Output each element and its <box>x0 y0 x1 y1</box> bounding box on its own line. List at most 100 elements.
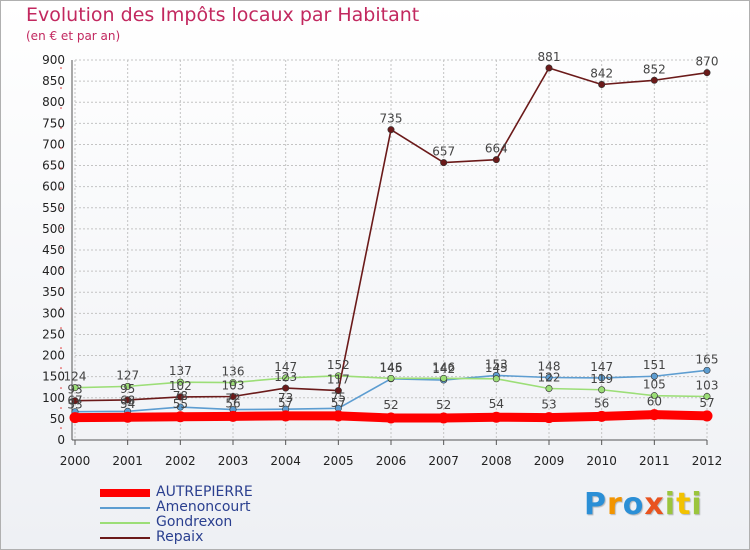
data-label-amenoncourt: 73 <box>278 391 293 405</box>
logo-letter: r <box>607 487 623 522</box>
legend-label: Repaix <box>156 529 204 545</box>
y-tick-label: 600 <box>42 180 65 194</box>
x-tick-label: 2011 <box>639 454 670 468</box>
x-tick-label: 2005 <box>323 454 354 468</box>
data-label-repaix: 123 <box>274 370 297 384</box>
data-label-gondrexon: 137 <box>169 364 192 378</box>
data-point-amenoncourt <box>598 374 606 382</box>
data-label-amenoncourt: 78 <box>173 389 188 403</box>
data-label-amenoncourt: 67 <box>67 394 82 408</box>
data-point-repaix <box>650 76 658 84</box>
axis-dot <box>60 227 62 229</box>
y-tick-label: 200 <box>42 349 65 363</box>
data-point-repaix <box>176 393 184 401</box>
y-tick-label: 650 <box>42 159 65 173</box>
x-tick-label: 2010 <box>586 454 617 468</box>
x-tick-label: 2008 <box>481 454 512 468</box>
data-point-gondrexon <box>440 374 448 382</box>
y-tick-label: 500 <box>42 222 65 236</box>
logo-letter: i <box>664 487 677 522</box>
y-tick-label: 150 <box>42 370 65 384</box>
data-point-autrepierre <box>543 412 555 424</box>
legend-label: AUTREPIERRE <box>156 484 253 500</box>
data-label-gondrexon: 145 <box>485 361 508 375</box>
data-label-gondrexon: 122 <box>538 370 561 384</box>
data-point-repaix <box>545 64 553 72</box>
data-point-autrepierre <box>227 410 239 422</box>
data-label-amenoncourt: 147 <box>590 360 613 374</box>
y-tick-label: 750 <box>42 116 65 130</box>
data-label-repaix: 93 <box>67 383 82 397</box>
y-tick-label: 300 <box>42 306 65 320</box>
data-point-gondrexon <box>229 379 237 387</box>
data-label-repaix: 102 <box>169 379 192 393</box>
x-tick-label: 2004 <box>270 454 301 468</box>
x-tick-label: 2003 <box>218 454 249 468</box>
data-label-autrepierre: 53 <box>541 398 556 412</box>
data-label-amenoncourt: 148 <box>538 360 561 374</box>
data-point-repaix <box>71 397 79 405</box>
data-label-repaix: 881 <box>538 50 561 64</box>
y-tick-label: 850 <box>42 74 65 88</box>
axis-dot <box>60 387 62 389</box>
data-label-gondrexon: 103 <box>696 379 719 393</box>
data-point-autrepierre <box>596 410 608 422</box>
data-point-repaix <box>124 396 132 404</box>
data-point-repaix <box>387 126 395 134</box>
y-tick-label: 450 <box>42 243 65 257</box>
data-point-autrepierre <box>280 410 292 422</box>
y-tick-label: 0 <box>57 433 65 447</box>
axis-dot <box>60 267 62 269</box>
data-point-autrepierre <box>438 412 450 424</box>
data-label-autrepierre: 52 <box>436 398 451 412</box>
data-label-gondrexon: 147 <box>274 360 297 374</box>
data-label-autrepierre: 52 <box>383 398 398 412</box>
data-label-repaix: 735 <box>380 112 403 126</box>
data-label-gondrexon: 105 <box>643 378 666 392</box>
y-tick-label: 900 <box>42 53 65 67</box>
axis-dot <box>60 327 62 329</box>
data-point-gondrexon <box>124 382 132 390</box>
axis-dot <box>60 107 62 109</box>
data-point-gondrexon <box>176 378 184 386</box>
data-label-repaix: 842 <box>590 66 613 80</box>
data-label-gondrexon: 119 <box>590 372 613 386</box>
data-label-gondrexon: 146 <box>432 360 455 374</box>
data-point-repaix <box>229 393 237 401</box>
data-point-amenoncourt <box>703 366 711 374</box>
data-label-amenoncourt: 142 <box>432 362 455 376</box>
data-label-repaix: 870 <box>696 55 719 69</box>
x-tick-label: 2009 <box>534 454 565 468</box>
chart-title: Evolution des Impôts locaux par Habitant <box>26 4 420 26</box>
axis-dot <box>60 167 62 169</box>
data-label-amenoncourt: 145 <box>380 361 403 375</box>
data-point-autrepierre <box>174 411 186 423</box>
y-tick-label: 800 <box>42 95 65 109</box>
data-label-repaix: 103 <box>222 379 245 393</box>
data-label-autrepierre: 57 <box>278 396 293 410</box>
legend-label: Amenoncourt <box>156 499 251 515</box>
y-tick-label: 700 <box>42 137 65 151</box>
axis-dot <box>60 287 62 289</box>
axis-dot <box>60 427 62 429</box>
data-label-amenoncourt: 151 <box>643 358 666 372</box>
data-point-repaix <box>703 69 711 77</box>
y-tick-label: 50 <box>50 412 65 426</box>
y-tick-label: 550 <box>42 201 65 215</box>
data-label-autrepierre: 55 <box>173 397 188 411</box>
x-tick-label: 2001 <box>112 454 143 468</box>
legend-label: Gondrexon <box>156 514 233 530</box>
axis-dot <box>60 367 62 369</box>
data-point-amenoncourt <box>650 372 658 380</box>
axis-dot <box>60 407 62 409</box>
data-label-autrepierre: 54 <box>489 397 504 411</box>
y-tick-label: 100 <box>42 391 65 405</box>
y-tick-label: 350 <box>42 285 65 299</box>
axis-dot <box>60 247 62 249</box>
logo-letter: i <box>691 487 703 522</box>
data-point-gondrexon <box>71 384 79 392</box>
data-label-autrepierre: 54 <box>120 397 135 411</box>
data-label-autrepierre: 60 <box>647 395 662 409</box>
data-label-amenoncourt: 72 <box>225 392 240 406</box>
